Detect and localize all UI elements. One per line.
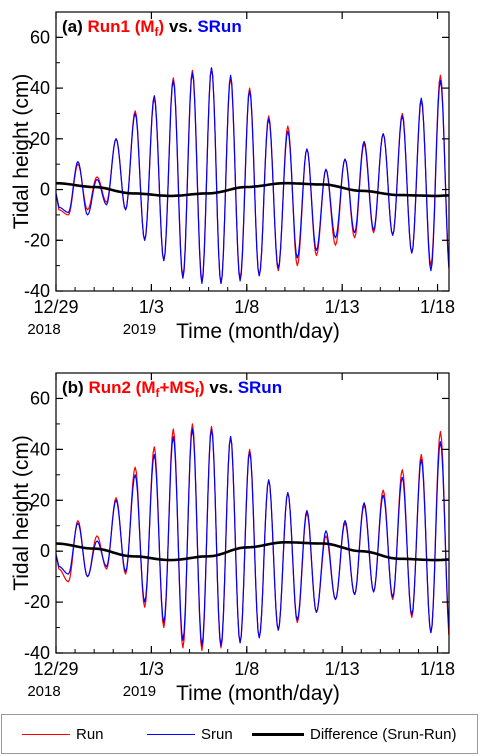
y-tick-label: 40 [30, 78, 50, 98]
legend-label-srun: Srun [201, 725, 233, 743]
title-part: Run2 (M [88, 378, 155, 397]
y-tick-label: 60 [30, 388, 50, 408]
legend-item-srun: Srun [147, 715, 233, 753]
x-tick-label: 12/29 [33, 297, 78, 317]
series-line-difference-srun-run- [56, 541, 449, 562]
x-tick-label: 1/8 [234, 659, 259, 679]
x-tick-year: 2019 [123, 321, 156, 338]
x-tick-label: 1/13 [325, 297, 360, 317]
chart-panel-a: -40 -20 0 20 40 60 12/29 2018 1/3 2019 1/8 1/13 1/18… [10, 11, 455, 343]
plot-frame [55, 11, 450, 292]
panel-title: (b) Run2 (Mf+MSf) vs. SRun [62, 378, 282, 400]
title-part: SRun [197, 17, 241, 36]
y-axis-label: Tidal height (cm) [10, 74, 33, 230]
chart-panel-b: -40 -20 0 20 40 60 12/29 2018 1/3 2019 1/8 1/13 1/18… [10, 372, 455, 705]
legend-line-srun [147, 733, 195, 735]
panel-title: (a) Run1 (Mf) vs. SRun [62, 17, 242, 39]
y-tick-label: 40 [30, 439, 50, 459]
x-tick-label: 1/13 [325, 659, 360, 679]
y-tick-label: 0 [40, 180, 50, 200]
series-line-run [56, 67, 449, 284]
y-tick-label: -20 [24, 592, 50, 612]
x-tick-year: 2018 [27, 683, 60, 700]
x-tick-label: 1/8 [234, 297, 259, 317]
x-tick-label: 12/29 [33, 659, 78, 679]
title-part: ) [159, 17, 165, 36]
plot-frame [55, 372, 450, 654]
legend-label-run: Run [76, 725, 104, 743]
title-part: vs. [164, 17, 197, 36]
title-part: Run1 (M [88, 17, 155, 36]
x-tick-year: 2019 [123, 683, 156, 700]
y-tick-label: -20 [24, 230, 50, 250]
plot-area [56, 67, 449, 284]
x-axis-label: Time (month/day) [176, 682, 340, 705]
x-tick-label: 1/18 [420, 297, 455, 317]
y-tick-label: 20 [30, 490, 50, 510]
panel-label: (b) [62, 378, 88, 397]
series-line-difference-srun-run- [56, 181, 449, 198]
x-tick-label: 1/3 [139, 297, 164, 317]
title-part: SRun [238, 378, 282, 397]
legend-line-difference [252, 732, 304, 736]
legend-item-difference: Difference (Srun-Run) [252, 715, 456, 753]
x-tick-label: 1/3 [139, 659, 164, 679]
title-part: f [155, 25, 160, 39]
x-tick-label: 1/18 [420, 659, 455, 679]
series-line-srun [56, 428, 449, 646]
plot-area [56, 423, 449, 652]
title-part: ) [199, 378, 205, 397]
legend-line-run [22, 733, 70, 735]
panel-label: (a) [62, 17, 88, 36]
x-axis-label: Time (month/day) [176, 320, 340, 343]
title-part: vs. [205, 378, 238, 397]
y-tick-label: -40 [24, 643, 50, 663]
y-tick-label: 60 [30, 27, 50, 47]
y-tick-label: 20 [30, 129, 50, 149]
title-part: f [195, 386, 200, 400]
legend-label-difference: Difference (Srun-Run) [310, 725, 457, 743]
y-tick-label: -40 [24, 281, 50, 301]
y-tick-label: 0 [40, 541, 50, 561]
series-line-srun [56, 67, 449, 284]
title-part: f [155, 386, 160, 400]
legend-item-run: Run [22, 715, 104, 753]
series-line-run [56, 423, 449, 652]
x-tick-year: 2018 [27, 321, 60, 338]
y-axis-label: Tidal height (cm) [10, 435, 33, 591]
legend: Run Srun Difference (Srun-Run) [1, 714, 478, 754]
title-part: +MS [159, 378, 194, 397]
